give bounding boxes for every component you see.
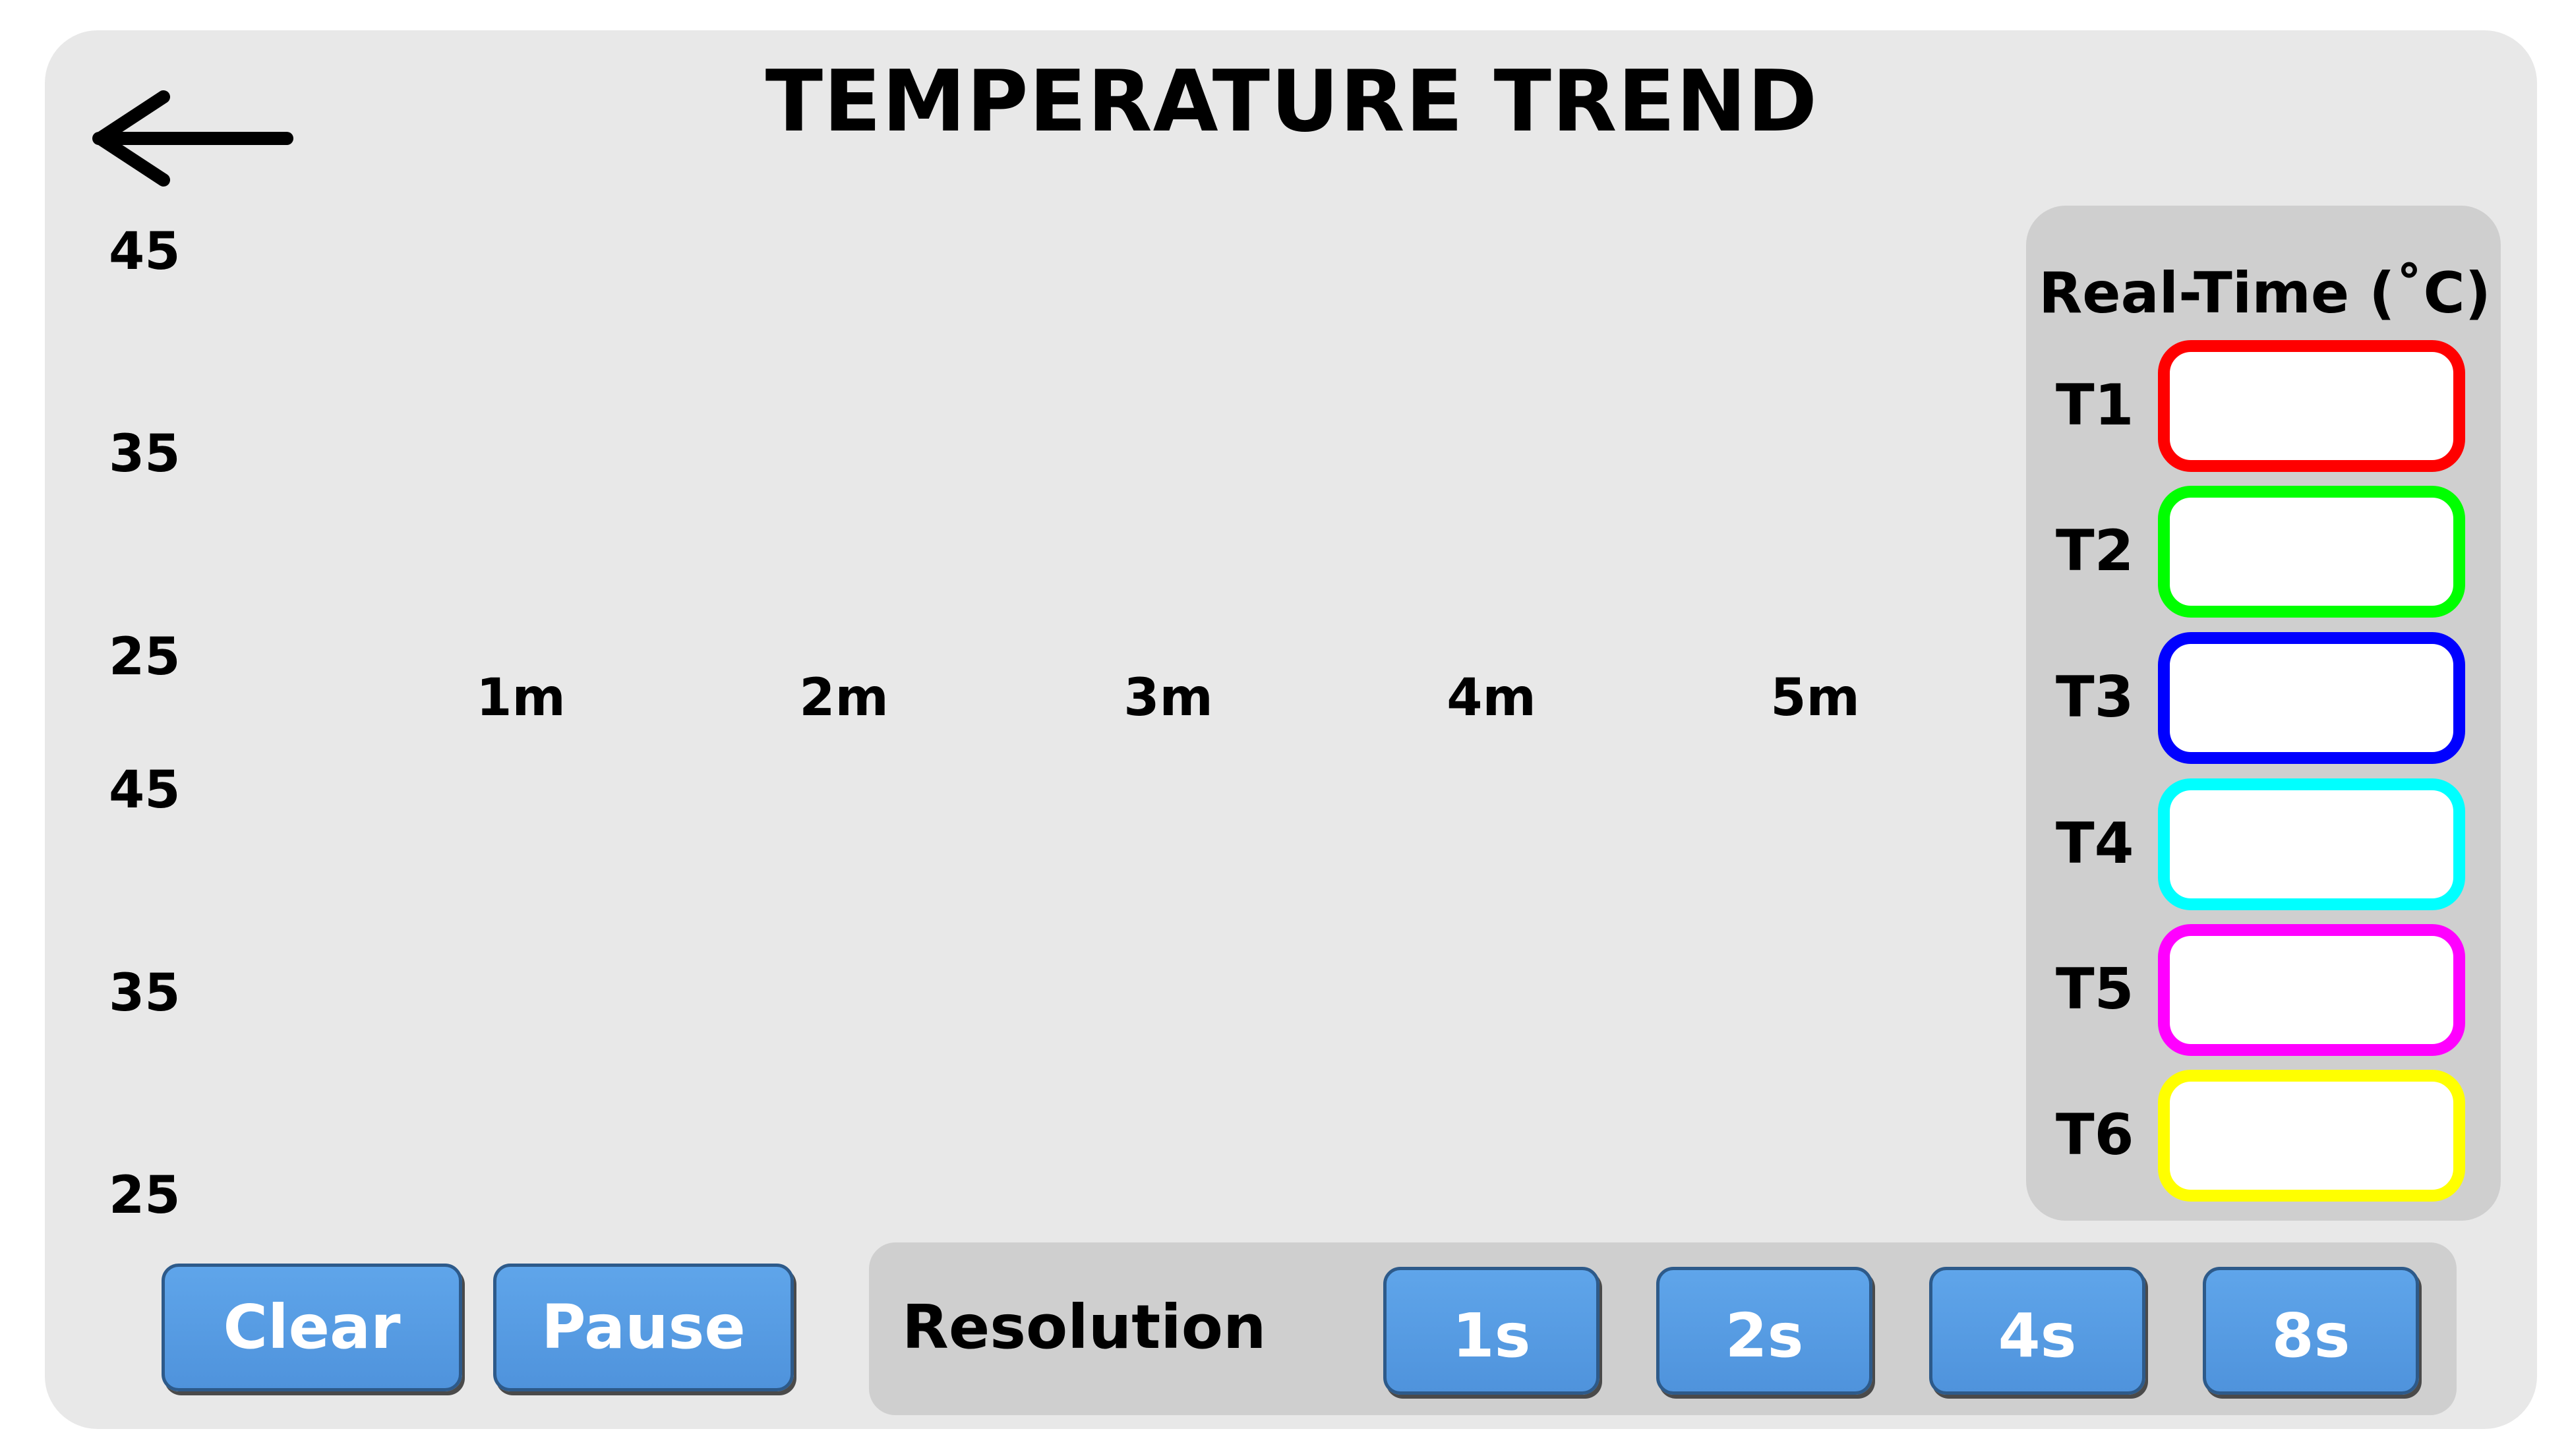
- channel-value-t2: [2158, 486, 2465, 618]
- channel-value-t1: [2158, 340, 2465, 472]
- arrow-left-icon[interactable]: [86, 89, 297, 188]
- resolution-1s-button[interactable]: 1s: [1383, 1267, 1599, 1395]
- resolution-label: Resolution: [902, 1292, 1267, 1362]
- resolution-2s-button[interactable]: 2s: [1656, 1267, 1872, 1395]
- page-title: TEMPERATURE TREND: [765, 53, 1818, 151]
- y-tick-label: 25: [109, 627, 181, 687]
- channel-value-t3: [2158, 632, 2465, 764]
- channel-label-t4: T4: [2056, 811, 2134, 877]
- y-tick-label: 45: [109, 222, 181, 281]
- clear-button[interactable]: Clear: [162, 1264, 462, 1391]
- channel-label-t2: T2: [2056, 518, 2134, 584]
- y-tick-label: 25: [109, 1166, 181, 1225]
- x-tick-label: 1m: [476, 668, 566, 728]
- x-tick-label: 4m: [1447, 668, 1536, 728]
- channel-value-t6: [2158, 1070, 2465, 1202]
- channel-label-t1: T1: [2056, 372, 2134, 438]
- channel-value-t4: [2158, 778, 2465, 910]
- y-tick-label: 35: [109, 424, 181, 484]
- pause-button[interactable]: Pause: [493, 1264, 794, 1391]
- x-tick-label: 5m: [1770, 668, 1860, 728]
- resolution-8s-button[interactable]: 8s: [2203, 1267, 2419, 1395]
- resolution-4s-button[interactable]: 4s: [1929, 1267, 2145, 1395]
- channel-label-t6: T6: [2056, 1102, 2134, 1168]
- channel-label-t5: T5: [2056, 956, 2134, 1022]
- channel-value-t5: [2158, 924, 2465, 1056]
- x-tick-label: 3m: [1123, 668, 1213, 728]
- channel-label-t3: T3: [2056, 664, 2134, 730]
- x-tick-label: 2m: [799, 668, 889, 728]
- y-tick-label: 35: [109, 964, 181, 1023]
- realtime-title: Real-Time (˚C): [2039, 260, 2491, 326]
- y-tick-label: 45: [109, 761, 181, 820]
